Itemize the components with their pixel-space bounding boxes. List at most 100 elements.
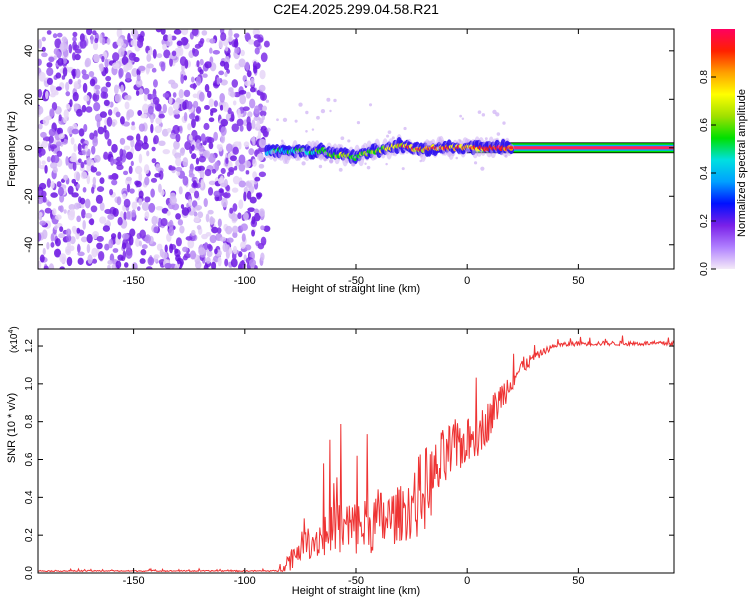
noise-speckle [95,89,100,95]
noise-speckle [124,262,129,268]
noise-speckle [71,128,80,135]
bottom-y-axis-label: SNR (10 * v/v) [6,393,18,463]
noise-speckle [59,253,67,264]
noise-speckle [154,172,161,178]
noise-speckle [138,172,143,183]
noise-speckle [203,242,209,250]
noise-speckle [99,111,107,118]
noise-speckle [249,87,256,93]
noise-speckle [154,125,162,134]
noise-speckle [175,133,181,143]
noise-speckle [196,60,200,68]
noise-speckle [153,254,160,259]
signal-scatter [280,139,284,143]
noise-speckle [73,143,77,153]
noise-speckle [38,182,47,190]
noise-speckle [208,142,214,150]
noise-speckle [104,243,110,251]
noise-speckle [76,215,82,223]
x-tick-label: -150 [123,575,145,587]
noise-speckle [150,188,155,198]
noise-speckle [131,209,136,218]
y-tick-label: 0.0 [24,566,35,580]
noise-speckle [94,37,99,44]
noise-speckle [228,87,234,93]
noise-speckle [126,183,131,193]
noise-speckle [192,180,197,188]
noise-speckle [138,198,143,206]
noise-speckle [220,126,227,136]
noise-speckle [162,34,169,42]
noise-speckle [125,248,133,259]
noise-speckle [160,61,166,72]
noise-speckle [168,227,175,237]
noise-speckle [212,49,221,55]
noise-speckle [116,38,124,47]
noise-speckle [135,180,142,188]
noise-speckle [68,43,73,54]
noise-speckle [172,124,180,135]
noise-speckle [80,171,88,180]
noise-speckle [217,256,222,267]
noise-speckle [95,194,103,204]
noise-speckle [84,59,90,68]
noise-speckle [211,226,219,234]
noise-speckle [86,174,91,185]
noise-speckle [123,145,131,151]
noise-speckle [38,71,46,82]
noise-speckle [243,141,250,148]
noise-region [38,29,271,269]
noise-speckle [146,53,152,62]
noise-speckle [223,61,230,71]
noise-speckle [81,69,87,75]
noise-speckle [56,150,63,157]
noise-speckle [48,128,56,137]
noise-speckle [163,49,171,59]
noise-speckle [52,154,60,164]
noise-speckle [241,233,246,243]
noise-speckle [65,81,70,92]
noise-speckle [191,29,199,37]
noise-speckle [63,209,67,214]
noise-speckle [116,196,122,206]
noise-speckle [124,101,130,110]
noise-speckle [209,38,216,44]
noise-speckle [231,213,239,222]
noise-speckle [106,219,111,226]
noise-speckle [58,232,65,239]
noise-speckle [38,212,43,218]
bottom-x-ticks: -150 -100 -50 0 50 [123,329,585,587]
noise-speckle [218,188,224,193]
noise-speckle [170,82,179,89]
noise-speckle [259,69,266,80]
noise-speckle [117,254,124,261]
noise-speckle [225,143,233,153]
noise-speckle [144,196,151,203]
noise-speckle [38,141,41,147]
noise-speckle [257,242,265,250]
noise-speckle [253,208,260,215]
noise-speckle [77,78,82,85]
noise-speckle [187,123,192,131]
noise-speckle [42,247,46,255]
noise-speckle [183,75,188,81]
noise-speckle [182,157,189,167]
noise-speckle [40,131,47,138]
signal-scatter [329,159,334,164]
x-tick-label: -50 [348,275,364,287]
x-tick-label: 0 [464,575,470,587]
noise-speckle [147,49,154,55]
noise-speckle [189,187,197,194]
x-tick-label: 50 [572,275,584,287]
noise-speckle [221,197,228,208]
noise-speckle [191,229,196,237]
signal-scatter [401,167,405,171]
noise-speckle [51,102,58,111]
noise-speckle [99,202,105,211]
noise-speckle [175,166,183,172]
noise-speckle [115,260,122,269]
noise-speckle [153,226,159,234]
noise-speckle [192,48,199,57]
noise-speckle [182,255,188,261]
noise-speckle [86,29,93,36]
